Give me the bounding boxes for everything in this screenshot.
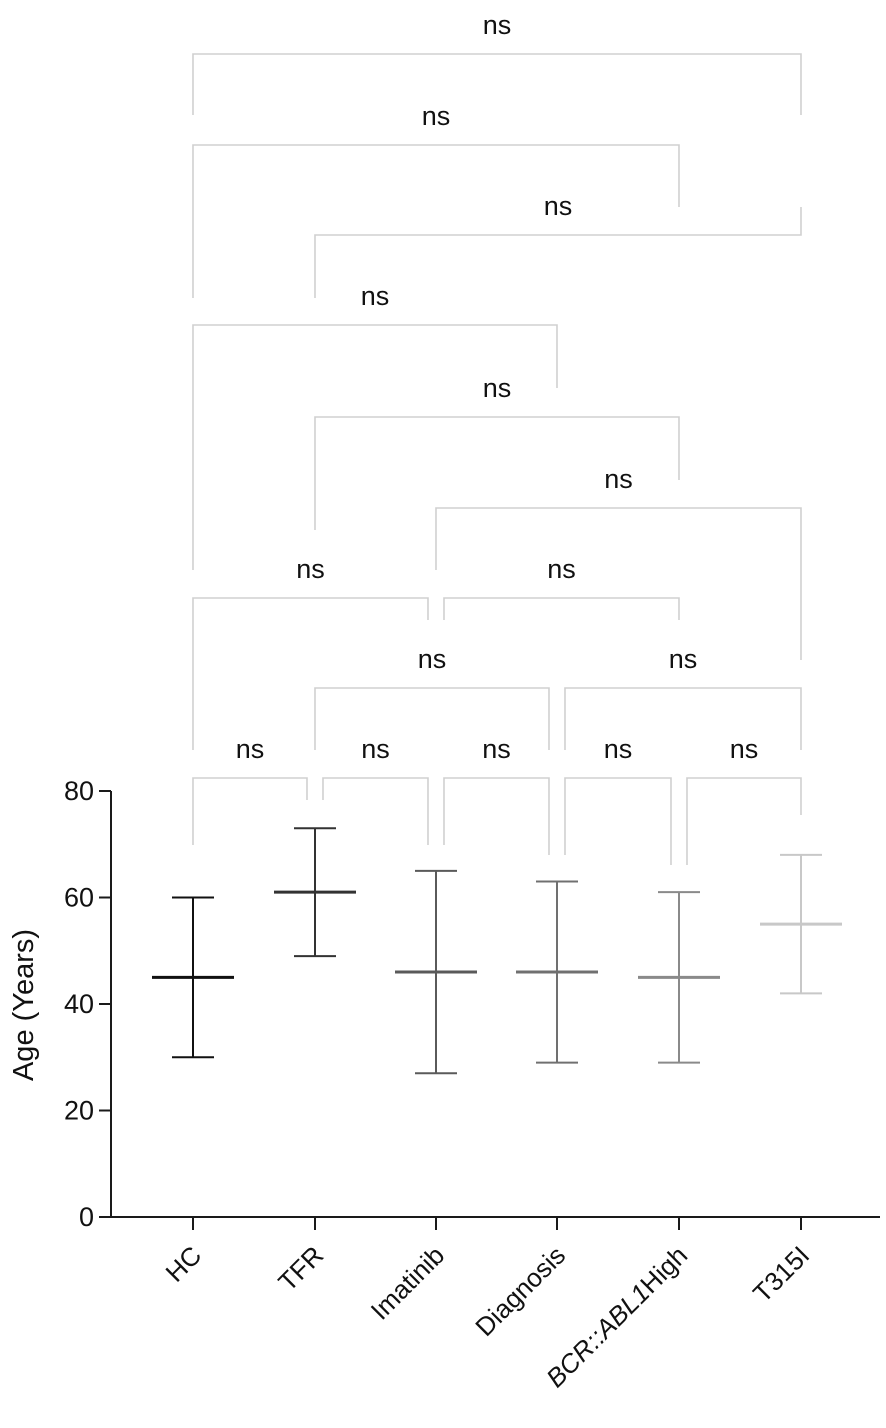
significance-bracket [314,687,550,750]
significance-label: ns [361,281,390,311]
significance-label: ns [730,734,759,764]
significance-bracket [192,53,802,115]
significance-label: ns [669,644,698,674]
y-tick-label: 20 [64,1096,94,1126]
y-axis-label: Age (Years) [8,929,40,1081]
significance-bracket [314,416,680,530]
significance-bracket [314,207,802,298]
significance-label: ns [483,373,512,403]
significance-bracket [443,597,680,620]
x-tick-label: Imatinib [365,1240,451,1326]
significance-label: ns [418,644,447,674]
significance-bracket [192,144,680,298]
y-tick-label: 80 [64,776,94,806]
x-tick-label: HC [159,1240,207,1288]
x-tick-label: TFR [272,1240,329,1297]
significance-bracket [686,777,802,865]
significance-label: ns [482,734,511,764]
x-tick-label: Diagnosis [469,1240,571,1342]
significance-label: ns [604,734,633,764]
significance-bracket [192,777,308,845]
y-tick-label: 40 [64,989,94,1019]
significance-bracket [435,507,802,660]
significance-label: ns [361,734,390,764]
significance-label: ns [547,554,576,584]
significance-bracket [322,777,429,845]
significance-bracket [564,687,802,750]
significance-label: ns [296,554,325,584]
y-tick-label: 60 [64,883,94,913]
significance-label: ns [544,191,573,221]
significance-label: ns [236,734,265,764]
x-tick-label: T315I [747,1240,815,1308]
significance-bracket [192,324,558,570]
significance-label: ns [422,101,451,131]
significance-bracket [564,777,672,865]
significance-bracket [192,597,429,750]
significance-label: ns [483,10,512,40]
significance-label: ns [604,464,633,494]
significance-bracket [443,777,550,855]
y-tick-label: 0 [79,1202,94,1232]
